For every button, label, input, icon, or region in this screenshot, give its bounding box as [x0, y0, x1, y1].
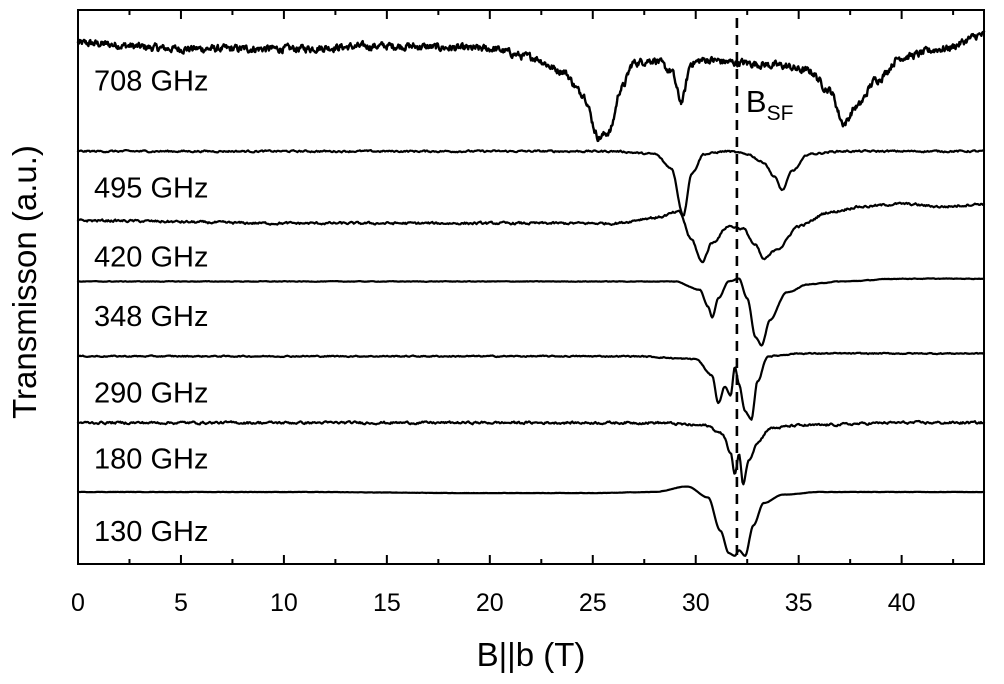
x-tick-label: 25	[579, 589, 607, 617]
frequency-label: 180 GHz	[94, 444, 208, 476]
trace-line	[76, 30, 986, 143]
x-tick-label: 20	[476, 589, 504, 617]
trace-line	[76, 419, 986, 486]
x-tick-label: 0	[71, 589, 85, 617]
x-tick-label: 15	[373, 589, 401, 617]
x-tick-label: 30	[682, 589, 710, 617]
trace-line	[76, 277, 986, 347]
spin-flop-annotation: BSF	[746, 84, 794, 125]
y-axis-label: Transmisson (a.u.)	[6, 145, 43, 419]
trace-line	[76, 201, 986, 264]
x-tick-labels: 0 5 10 15 20 25 30 35 40	[71, 589, 915, 617]
x-ticks	[77, 10, 955, 564]
frequency-label: 290 GHz	[94, 377, 208, 409]
frequency-label: 495 GHz	[94, 172, 208, 204]
x-axis-label: B||b (T)	[477, 636, 586, 673]
x-tick-label: 35	[785, 589, 813, 617]
x-tick-label: 5	[174, 589, 188, 617]
frequency-label: 130 GHz	[94, 516, 208, 548]
frequency-label: 708 GHz	[94, 65, 208, 97]
frequency-label: 348 GHz	[94, 301, 208, 333]
trace-line	[76, 149, 986, 217]
spin-flop-annotation-sub: SF	[767, 102, 794, 125]
traces-group	[76, 30, 986, 557]
frequency-labels: 708 GHz 495 GHz 420 GHz 348 GHz 290 GHz 180 G…	[94, 65, 208, 547]
trace-line	[76, 485, 986, 557]
frequency-label: 420 GHz	[94, 242, 208, 274]
trace-line	[76, 351, 986, 421]
spin-flop-annotation-main: B	[746, 84, 767, 119]
x-tick-label: 10	[270, 589, 298, 617]
x-tick-label: 40	[888, 589, 916, 617]
plot-frame	[77, 9, 985, 565]
